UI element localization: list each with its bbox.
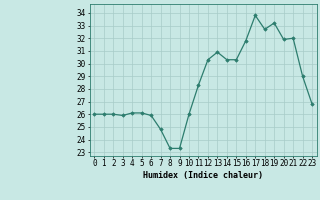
X-axis label: Humidex (Indice chaleur): Humidex (Indice chaleur) [143, 171, 263, 180]
